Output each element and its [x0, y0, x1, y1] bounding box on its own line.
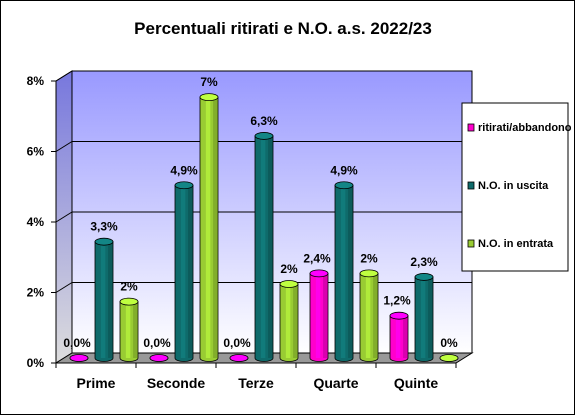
bar-shade	[188, 185, 193, 358]
bar-highlight	[395, 315, 401, 358]
x-category-label: Quarte	[313, 375, 358, 391]
bar	[414, 273, 434, 362]
bar	[439, 354, 459, 362]
bar-highlight	[420, 276, 426, 358]
data-label: 6,3%	[250, 114, 278, 128]
bar-top	[94, 237, 114, 246]
data-label: 0,0%	[143, 336, 171, 350]
data-label: 2%	[280, 262, 298, 276]
bar-highlight	[205, 97, 211, 359]
data-label: 0%	[440, 336, 458, 350]
bar-top	[69, 354, 89, 362]
bar-shade	[348, 185, 353, 358]
data-label: 4,9%	[170, 163, 198, 177]
bar	[199, 93, 219, 362]
data-label: 2,3%	[410, 255, 438, 269]
bar-top	[309, 269, 329, 278]
bar-top	[149, 354, 169, 362]
legend-swatch	[467, 123, 475, 132]
bar-top	[174, 181, 194, 190]
x-category-label: Seconde	[147, 375, 206, 391]
x-category-label: Terze	[238, 375, 274, 391]
legend-label: ritirati/abbandono	[478, 122, 572, 134]
bar	[254, 132, 274, 362]
bar-shade	[323, 273, 328, 358]
bar-top	[439, 354, 459, 362]
bar-highlight	[365, 273, 371, 358]
data-label: 2%	[120, 280, 138, 294]
bar	[69, 354, 89, 362]
data-label: 7%	[200, 75, 218, 89]
bar-shade	[133, 301, 138, 358]
bar-highlight	[340, 185, 346, 358]
y-tick-label: 4%	[27, 215, 45, 229]
bar-shade	[403, 315, 408, 358]
bar-shade	[108, 241, 113, 358]
bar-shade	[373, 273, 378, 358]
x-category-label: Prime	[77, 375, 116, 391]
y-tick-label: 0%	[27, 356, 45, 370]
chart-title: Percentuali ritirati e N.O. a.s. 2022/23	[134, 19, 432, 38]
bar	[94, 237, 114, 362]
bar-highlight	[100, 241, 106, 358]
bar-top	[389, 311, 409, 320]
gridline-side	[55, 70, 73, 82]
legend-box	[461, 102, 569, 272]
bar-top	[254, 132, 274, 140]
bar	[389, 311, 409, 362]
data-label: 4,9%	[330, 163, 358, 177]
gridline-side	[55, 282, 73, 293]
legend-label: N.O. in entrata	[478, 238, 554, 250]
data-label: 1,2%	[383, 294, 411, 308]
data-label: 3,3%	[90, 220, 118, 234]
data-label: 2%	[360, 251, 378, 265]
x-category-label: Quinte	[394, 375, 439, 391]
data-label: 0,0%	[223, 336, 251, 350]
bar-top	[119, 297, 139, 306]
bar	[174, 181, 194, 362]
bar-shade	[268, 135, 273, 358]
bar-highlight	[285, 283, 291, 358]
legend-label: N.O. in uscita	[478, 180, 549, 192]
bar-highlight	[315, 273, 321, 358]
bar-top	[279, 280, 299, 288]
gridline-side	[55, 141, 73, 152]
data-label: 0,0%	[63, 336, 91, 350]
y-tick-label: 6%	[27, 145, 45, 159]
bar	[229, 354, 249, 362]
bar-top	[229, 354, 249, 362]
bar-top	[414, 273, 434, 281]
bar-top	[199, 93, 219, 102]
bar-highlight	[125, 301, 131, 358]
legend-swatch	[467, 239, 475, 248]
bar-shade	[428, 276, 433, 358]
bar	[279, 280, 299, 362]
bar-shade	[213, 97, 218, 359]
gridline-side	[55, 211, 73, 223]
bar-top	[359, 269, 379, 278]
y-tick-label: 2%	[27, 286, 45, 300]
legend-swatch	[467, 181, 475, 190]
bar	[334, 181, 354, 362]
data-label: 2,4%	[303, 251, 331, 265]
bar	[309, 269, 329, 362]
bar-top	[334, 181, 354, 190]
bar-highlight	[180, 185, 186, 358]
bar-shade	[293, 283, 298, 358]
y-tick-label: 8%	[27, 74, 45, 88]
bar	[119, 297, 139, 362]
bar	[149, 354, 169, 362]
bar-highlight	[260, 135, 266, 358]
bar	[359, 269, 379, 362]
